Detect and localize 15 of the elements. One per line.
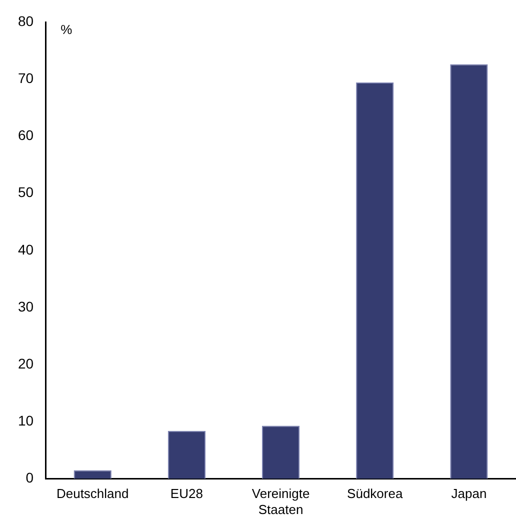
y-tick-label: 40 <box>18 241 34 258</box>
x-tick-label: Japan <box>451 486 487 502</box>
y-tick-label: 50 <box>18 184 34 200</box>
y-tick-label: 80 <box>18 12 34 29</box>
y-tick-label: 30 <box>18 298 34 314</box>
y-axis-title: % <box>60 22 73 38</box>
y-tick-label: 0 <box>26 470 34 486</box>
x-tick-label: Deutschland <box>56 486 129 502</box>
x-tick-label: Vereinigte Staaten <box>252 486 310 517</box>
y-tick-label: 60 <box>18 127 34 144</box>
y-tick-label: 10 <box>18 412 34 429</box>
x-tick-label: Südkorea <box>347 486 404 502</box>
y-tick-label: 70 <box>18 70 34 86</box>
y-tick-label: 20 <box>18 355 34 372</box>
x-tick-label: EU28 <box>170 486 203 502</box>
